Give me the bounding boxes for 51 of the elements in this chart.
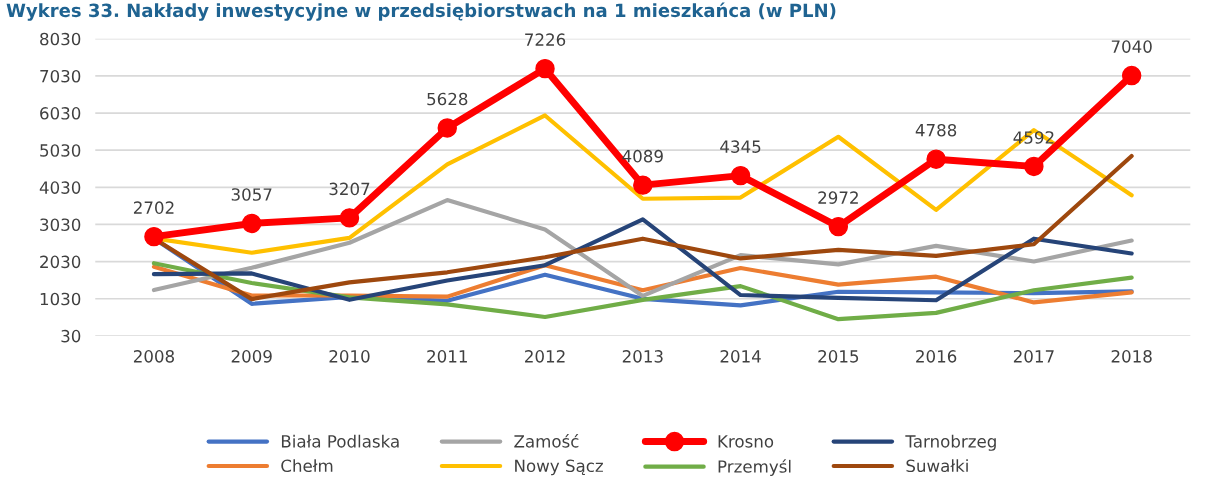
- x-tick-label: 2008: [133, 350, 174, 363]
- x-tick-label: 2015: [818, 350, 859, 363]
- y-tick-label: 6030: [40, 107, 81, 120]
- point: [241, 213, 262, 234]
- legend-label: Biała Podlaska: [281, 434, 399, 448]
- y-tick-label: 4030: [39, 181, 81, 194]
- point: [437, 118, 457, 138]
- x-tick-label: 2017: [1013, 350, 1054, 363]
- point: [1024, 156, 1044, 177]
- point: [730, 165, 751, 186]
- y-tick-label: 8030: [40, 32, 81, 46]
- x-tick-label: 2018: [1111, 350, 1152, 363]
- point: [828, 216, 849, 237]
- y-tick-label: 7030: [40, 69, 81, 83]
- legend-label: Przemyśl: [718, 459, 791, 476]
- x-tick-label: 2009: [231, 350, 272, 363]
- point: [926, 149, 946, 169]
- legend-label: Krosno: [718, 435, 774, 448]
- point: [633, 175, 653, 195]
- x-tick-label: 2013: [622, 350, 663, 363]
- y-tick-label: 1030: [40, 292, 81, 306]
- data-label: 7040: [1111, 40, 1152, 53]
- point: [535, 58, 555, 79]
- point: [144, 226, 164, 247]
- y-tick-label: 30: [61, 329, 81, 343]
- x-tick-label: 2016: [916, 350, 957, 363]
- legend-label: Nowy Sącz: [515, 459, 603, 476]
- x-tick-label: 2014: [720, 350, 761, 363]
- x-tick-label: 2011: [427, 350, 467, 363]
- data-label: 4089: [622, 149, 663, 163]
- x-tick-label: 2012: [525, 350, 565, 363]
- data-label: 4345: [720, 140, 761, 153]
- legend-label: Tarnobrzeg: [905, 434, 996, 451]
- y-tick-label: 3030: [40, 218, 81, 232]
- data-label: 2972: [818, 191, 858, 204]
- data-label: 4788: [915, 123, 957, 137]
- chart-title: Wykres 33. Nakłady inwestycyjne w przedsiębiorstwach na 1 mieszkańca (w PLN): [6, 2, 836, 21]
- data-label: 3207: [329, 182, 370, 196]
- x-tick-label: 2010: [329, 350, 370, 363]
- data-label: 2702: [133, 201, 174, 214]
- point: [1121, 65, 1142, 86]
- legend-label: Chełm: [281, 459, 333, 473]
- y-tick-label: 5030: [40, 144, 81, 157]
- legend-label: Zamość: [514, 434, 579, 448]
- y-tick-label: 2030: [40, 255, 81, 269]
- data-label: 5628: [427, 92, 468, 106]
- data-label: 3057: [231, 188, 272, 201]
- data-label: 7226: [525, 33, 566, 46]
- line-series: [151, 217, 1134, 303]
- point: [339, 208, 360, 228]
- legend-label: Suwałki: [906, 459, 968, 473]
